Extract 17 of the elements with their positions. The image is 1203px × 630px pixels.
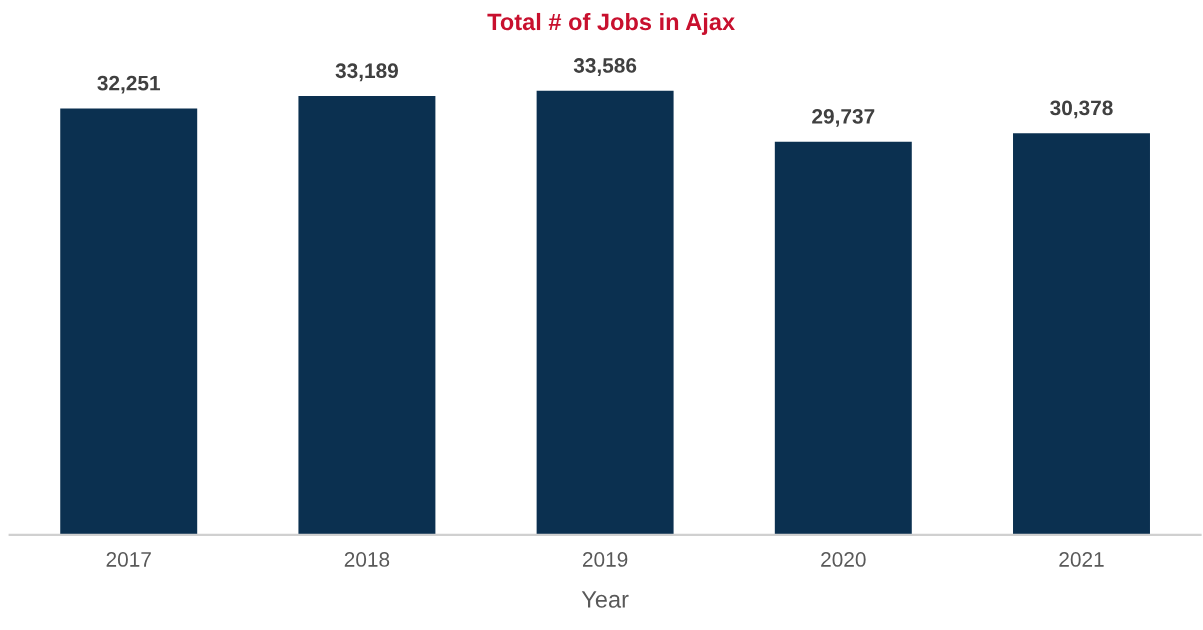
data-label: 30,378	[1050, 100, 1113, 119]
x-tick-label: 2020	[821, 552, 866, 567]
data-label: 33,586	[573, 58, 637, 76]
x-tick-label: 2018	[344, 552, 390, 567]
x-tick-label: 2021	[1059, 552, 1104, 567]
bar	[536, 90, 674, 535]
bar	[298, 96, 436, 535]
data-label: 32,251	[97, 75, 160, 94]
bar	[1013, 133, 1150, 535]
bar	[60, 108, 198, 535]
x-tick-label: 2019	[582, 552, 628, 567]
data-label: 33,189	[335, 63, 399, 82]
x-tick-label: 2017	[106, 552, 151, 567]
bar	[774, 141, 912, 535]
chart-title: Total # of Jobs in Ajax	[487, 12, 735, 35]
x-axis-title: Year	[581, 591, 629, 608]
data-label: 29,737	[812, 108, 875, 127]
